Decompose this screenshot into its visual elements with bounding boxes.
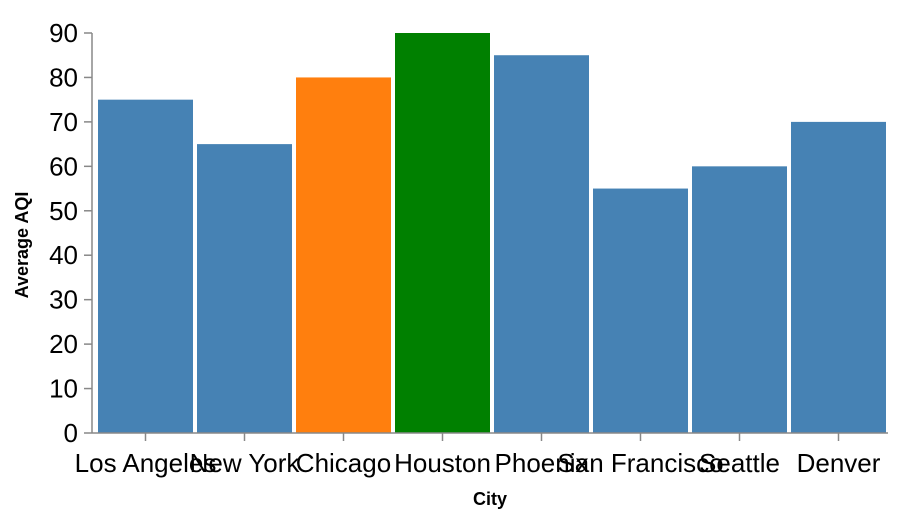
x-axis-title: City [473,489,507,509]
y-axis: 0 10 20 30 40 50 60 70 80 90 [49,18,93,448]
x-tick-label: New York [190,448,301,478]
bar-san-francisco [593,188,688,433]
y-tick-label: 40 [49,240,78,270]
bar-chicago [296,77,391,433]
x-tick-label: Seattle [699,448,780,478]
bar-denver [791,121,886,433]
x-tick-label: Houston [394,448,491,478]
x-tick-label: Phoenix [495,448,589,478]
y-tick-label: 80 [49,62,78,92]
bars-group [98,33,886,434]
y-tick-label: 10 [49,374,78,404]
y-tick-label: 50 [49,196,78,226]
bar-houston [395,33,490,433]
bar-los-angeles [98,99,193,434]
x-tick-label: San Francisco [557,448,723,478]
x-tick-label: Denver [797,448,881,478]
y-tick-label: 0 [64,418,78,448]
y-tick-label: 60 [49,151,78,181]
y-tick-label: 70 [49,107,78,137]
bar-new-york [197,144,292,433]
y-axis-title: Average AQI [12,192,32,299]
bar-phoenix [494,55,589,433]
y-tick-label: 20 [49,329,78,359]
x-tick-label: Chicago [296,448,391,478]
y-tick-label: 30 [49,285,78,315]
bar-seattle [692,166,787,434]
x-tick-label: Los Angeles [75,448,217,478]
y-tick-label: 90 [49,18,78,48]
